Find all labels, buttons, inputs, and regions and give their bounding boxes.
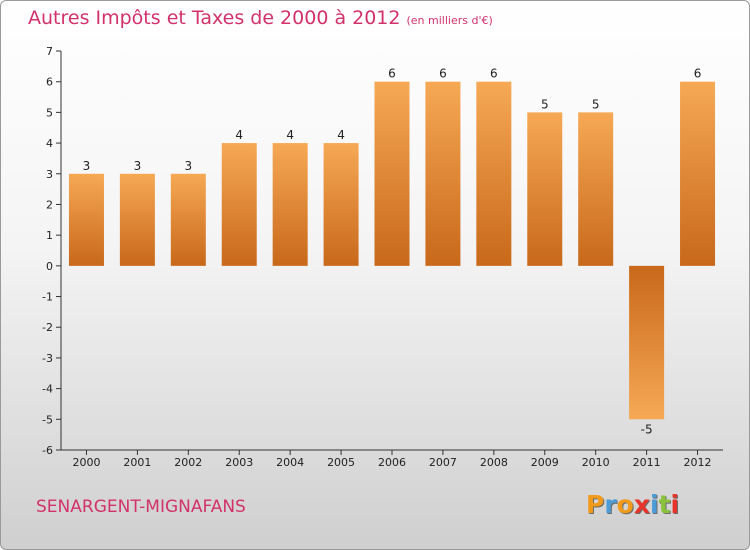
bar [272, 143, 308, 266]
commune-name: SENARGENT-MIGNAFANS [36, 497, 246, 517]
y-tick-label: 0 [46, 260, 53, 273]
y-tick-label: 6 [46, 76, 53, 89]
x-tick-label: 2003 [225, 456, 253, 469]
logo-letter: x [633, 490, 650, 519]
data-label: 4 [286, 128, 294, 142]
chart-title-text: Autres Impôts et Taxes de 2000 à 2012 [28, 7, 401, 29]
data-label: 5 [592, 97, 600, 111]
y-tick-label: -2 [42, 321, 53, 334]
chart-unit: (en milliers d'€) [406, 14, 493, 27]
data-label: 3 [134, 159, 142, 173]
y-tick-label: 4 [46, 137, 53, 150]
x-tick-label: 2007 [429, 456, 457, 469]
logo-letter: t [658, 490, 671, 519]
logo-letter: i [650, 490, 659, 519]
x-tick-label: 2009 [531, 456, 559, 469]
proxiti-logo: Proxiti [586, 490, 679, 519]
y-tick-label: 7 [46, 45, 53, 58]
y-tick-label: 3 [46, 168, 53, 181]
bar [323, 143, 359, 266]
bar [680, 81, 716, 266]
logo-letter: o [616, 490, 634, 519]
x-tick-label: 2012 [684, 456, 712, 469]
logo-letter: i [670, 490, 680, 519]
data-label: 6 [694, 67, 702, 81]
x-tick-label: 2006 [378, 456, 406, 469]
x-tick-label: 2008 [480, 456, 508, 469]
bar [374, 81, 410, 266]
data-label: 4 [235, 128, 243, 142]
x-tick-label: 2000 [72, 456, 100, 469]
data-label: 3 [184, 159, 192, 173]
data-label: 6 [388, 67, 396, 81]
x-tick-label: 2011 [633, 456, 661, 469]
y-tick-label: -4 [42, 383, 53, 396]
y-tick-label: 2 [46, 198, 53, 211]
data-label: 5 [541, 97, 549, 111]
data-label: 3 [83, 159, 91, 173]
y-tick-label: -1 [42, 291, 53, 304]
bar [629, 265, 665, 420]
bar [119, 173, 155, 266]
y-tick-label: -5 [42, 413, 53, 426]
bar [476, 81, 512, 266]
x-tick-label: 2004 [276, 456, 304, 469]
x-tick-label: 2010 [582, 456, 610, 469]
data-label: 6 [439, 67, 447, 81]
bar [578, 112, 614, 266]
data-label: -5 [641, 422, 653, 436]
y-tick-label: 1 [46, 229, 53, 242]
logo-letter: P [586, 490, 605, 519]
x-tick-label: 2005 [327, 456, 355, 469]
y-tick-label: -6 [42, 444, 53, 457]
data-label: 6 [490, 67, 498, 81]
bar [425, 81, 461, 266]
chart-title: Autres Impôts et Taxes de 2000 à 2012 (en… [28, 7, 493, 29]
data-label: 4 [337, 128, 345, 142]
bar [221, 143, 257, 266]
x-tick-label: 2002 [174, 456, 202, 469]
bar [170, 173, 206, 266]
logo-letter: r [604, 490, 617, 519]
y-tick-label: -3 [42, 352, 53, 365]
bar [527, 112, 563, 266]
bar [68, 173, 104, 266]
x-tick-label: 2001 [123, 456, 151, 469]
y-tick-label: 5 [46, 106, 53, 119]
